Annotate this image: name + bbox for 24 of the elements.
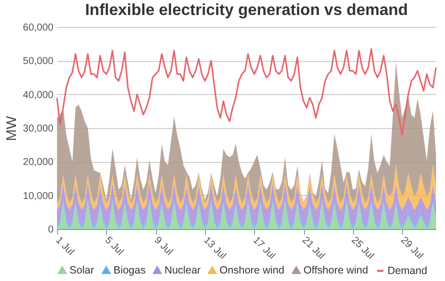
x-tick-label: 13 Jul [201,234,228,262]
x-tick-label: 21 Jul [300,234,326,262]
legend-label: Demand [388,264,428,277]
y-tick-label: 0 [48,224,54,236]
y-tick-label: 20,000 [22,157,54,168]
chart-title: Inflexible electricity generation vs demand [85,2,408,19]
legend-label: Solar [70,264,95,276]
legend-label: Biogas [114,264,146,276]
legend-label: Offshore wind [304,264,368,276]
x-tick-label: 5 Jul [102,234,126,258]
y-tick-label: 50,000 [22,56,54,68]
x-tick-label: 1 Jul [53,234,76,258]
y-tick-label: 30,000 [22,124,54,134]
legend-label: Nuclear [164,264,202,276]
y-tick-label: 60,000 [22,22,54,34]
x-tick-label: 9 Jul [152,234,175,258]
x-tick-label: 17 Jul [250,234,278,262]
y-axis-title: MW [2,115,19,141]
x-tick-label: 29 Jul [398,234,426,262]
line-series [56,48,437,136]
y-tick-label: 10,000 [22,190,54,202]
y-tick-label: 40,000 [22,90,54,101]
legend-label: Onshore wind [220,264,284,276]
x-tick-label: 25 Jul [349,234,376,262]
